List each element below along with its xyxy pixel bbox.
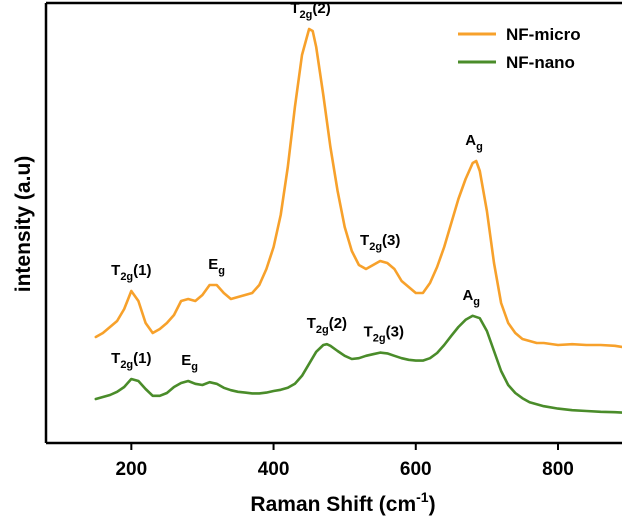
x-tick-label: 800 [542, 459, 574, 480]
peak-label-nf-micro: Eg [208, 256, 225, 277]
series-line-nf-micro [94, 27, 622, 349]
x-axis-title-sup: -1 [416, 489, 429, 505]
peak-label-nf-nano: T2g(2) [307, 315, 347, 336]
peak-label-nf-micro: T2g(1) [111, 262, 151, 283]
x-tick-label: 600 [400, 459, 432, 480]
peak-label-nf-nano: Ag [462, 287, 480, 308]
peak-label-nf-nano: Eg [181, 352, 198, 373]
x-axis-title-close: ) [429, 493, 436, 516]
x-axis-title-main: Raman Shift (cm [250, 493, 416, 516]
axes [44, 1, 622, 445]
x-tick-label: 200 [115, 459, 147, 480]
peak-label-nf-nano: T2g(1) [111, 350, 151, 371]
peak-label-nf-micro: T2g(3) [360, 232, 400, 253]
peak-label-nf-nano: T2g(3) [364, 324, 404, 345]
legend-label-nf-micro: NF-micro [506, 25, 581, 44]
x-tick-label: 400 [258, 459, 290, 480]
ticks-layer: 200 400 600 800 [115, 443, 574, 480]
y-axis-title: intensity (a.u) [12, 156, 35, 293]
peak-label-nf-micro: Ag [465, 132, 483, 153]
legend: NF-micro NF-nano [458, 25, 581, 72]
series-layer [94, 27, 622, 414]
series-line-nf-nano [94, 314, 622, 414]
peak-label-nf-micro: T2g(2) [290, 0, 330, 21]
legend-label-nf-nano: NF-nano [506, 53, 575, 72]
peak-labels-layer: T2g(1) Eg T2g(2) T2g(3) Ag T2g(1) Eg T2g(2) T2g(… [111, 0, 483, 373]
x-axis-title: Raman Shift (cm-1) [250, 489, 435, 516]
